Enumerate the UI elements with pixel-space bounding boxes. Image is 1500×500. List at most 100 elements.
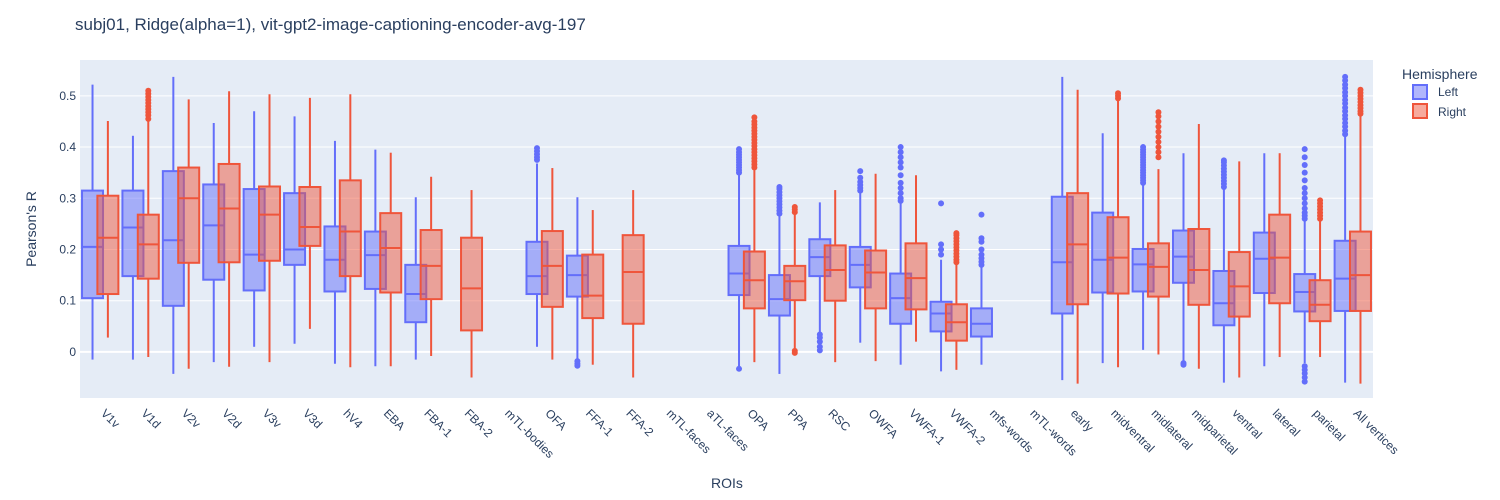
box-series[interactable] (81, 73, 1372, 385)
outlier-point (1155, 133, 1162, 140)
outlier-point (736, 146, 743, 153)
box-right-eba[interactable] (379, 152, 403, 367)
box-right-ventral[interactable] (1227, 161, 1251, 378)
box-iqr (419, 229, 443, 301)
box-right-ofa[interactable] (540, 168, 564, 360)
box-iqr (379, 212, 403, 294)
outlier-point (938, 246, 945, 253)
outlier-point (1301, 185, 1308, 192)
outlier-point (857, 168, 864, 175)
box-right-vwfa-1[interactable] (904, 175, 928, 342)
box-iqr (217, 162, 241, 264)
y-tick-label: 0.5 (59, 89, 76, 103)
outlier-point (1301, 205, 1308, 212)
outlier-point (791, 203, 798, 210)
box-left-parietal[interactable] (1293, 146, 1317, 385)
legend-swatch-left (1412, 84, 1428, 100)
box-iqr (1268, 213, 1292, 305)
box-iqr (136, 213, 160, 280)
y-tick-labels: 0 0.1 0.2 0.3 0.4 0.5 (59, 89, 76, 359)
outlier-point (978, 251, 985, 258)
box-iqr (581, 253, 605, 320)
box-left-rsc[interactable] (808, 202, 832, 354)
x-tick-label: V2v (179, 406, 204, 431)
outlier-point (978, 246, 985, 253)
outlier-point (1155, 128, 1162, 135)
box-right-hv4[interactable] (338, 94, 362, 368)
box-right-all-vertices[interactable] (1348, 86, 1372, 384)
box-right-vwfa-2[interactable] (944, 230, 968, 370)
box-right-opa[interactable] (742, 114, 766, 363)
x-tick-label: FBA-2 (462, 406, 496, 440)
x-tick-label: All vertices (1351, 406, 1402, 457)
y-tick-label: 0.3 (59, 191, 76, 205)
x-tick-label: PPA (785, 406, 811, 432)
box-right-ppa[interactable] (783, 203, 807, 356)
y-tick-label: 0.2 (59, 242, 76, 256)
x-tick-label: OWFA (866, 406, 901, 441)
outlier-point (791, 349, 798, 356)
box-right-owfa[interactable] (864, 173, 888, 362)
box-iqr (177, 166, 201, 264)
box-iqr (460, 236, 484, 332)
outlier-point (1155, 154, 1162, 161)
x-tick-label: OPA (745, 406, 772, 433)
box-left-mfs-words[interactable] (969, 211, 993, 365)
legend-item-right[interactable]: Right (1412, 103, 1467, 119)
box-right-v1v[interactable] (96, 120, 120, 338)
outlier-point (1301, 154, 1308, 161)
outlier-point (145, 87, 152, 94)
x-tick-label: VWFA-1 (906, 406, 948, 448)
x-tick-label: hV4 (341, 406, 366, 431)
outlier-point (1301, 200, 1308, 207)
box-iqr (823, 244, 847, 302)
box-right-v2d[interactable] (217, 91, 241, 367)
x-tick-label: early (1068, 406, 1096, 434)
outlier-point (897, 149, 904, 156)
box-right-ffa-2[interactable] (621, 190, 645, 378)
box-right-v3d[interactable] (298, 97, 322, 329)
box-right-early[interactable] (1066, 89, 1090, 384)
outlier-point (816, 347, 823, 354)
box-right-v1d[interactable] (136, 87, 160, 358)
box-iqr (1146, 242, 1170, 298)
box-right-lateral[interactable] (1268, 153, 1292, 358)
legend-swatch-right (1412, 103, 1428, 119)
box-right-v2v[interactable] (177, 99, 201, 369)
outlier-point (897, 144, 904, 151)
outlier-point (978, 235, 985, 242)
x-tick-label: OFA (543, 406, 570, 433)
box-iqr (621, 234, 645, 325)
box-left-ppa[interactable] (767, 184, 791, 374)
legend-item-left[interactable]: Left (1412, 84, 1459, 100)
outlier-point (751, 114, 758, 121)
outlier-point (897, 195, 904, 202)
box-right-midlateral[interactable] (1146, 109, 1170, 355)
outlier-point (897, 179, 904, 186)
outlier-point (1180, 361, 1187, 368)
outlier-point (897, 154, 904, 161)
outlier-point (953, 230, 960, 237)
box-right-ffa-1[interactable] (581, 210, 605, 365)
outlier-point (897, 159, 904, 166)
outlier-point (736, 365, 743, 372)
box-right-midventral[interactable] (1106, 90, 1130, 368)
x-tick-label: V2d (219, 406, 244, 431)
outlier-point (1220, 157, 1227, 164)
box-right-v3v[interactable] (258, 94, 282, 363)
x-tick-labels: V1v V1d V2v V2d V3v V3d hV4 EBA FBA-1 FBA-2 mTL-bo… (98, 406, 1402, 461)
box-right-rsc[interactable] (823, 190, 847, 363)
outlier-point (978, 211, 985, 218)
outlier-point (1301, 161, 1308, 168)
outlier-point (1301, 378, 1308, 385)
x-tick-label: V3d (300, 406, 325, 431)
box-right-parietal[interactable] (1308, 197, 1332, 358)
box-right-fba-2[interactable] (460, 190, 484, 378)
box-iqr (1308, 279, 1332, 323)
legend-title: Hemisphere (1402, 66, 1478, 82)
outlier-point (1357, 86, 1364, 93)
box-right-fba-1[interactable] (419, 176, 443, 357)
box-right-midparietal[interactable] (1187, 124, 1211, 369)
box-iqr (298, 186, 322, 247)
